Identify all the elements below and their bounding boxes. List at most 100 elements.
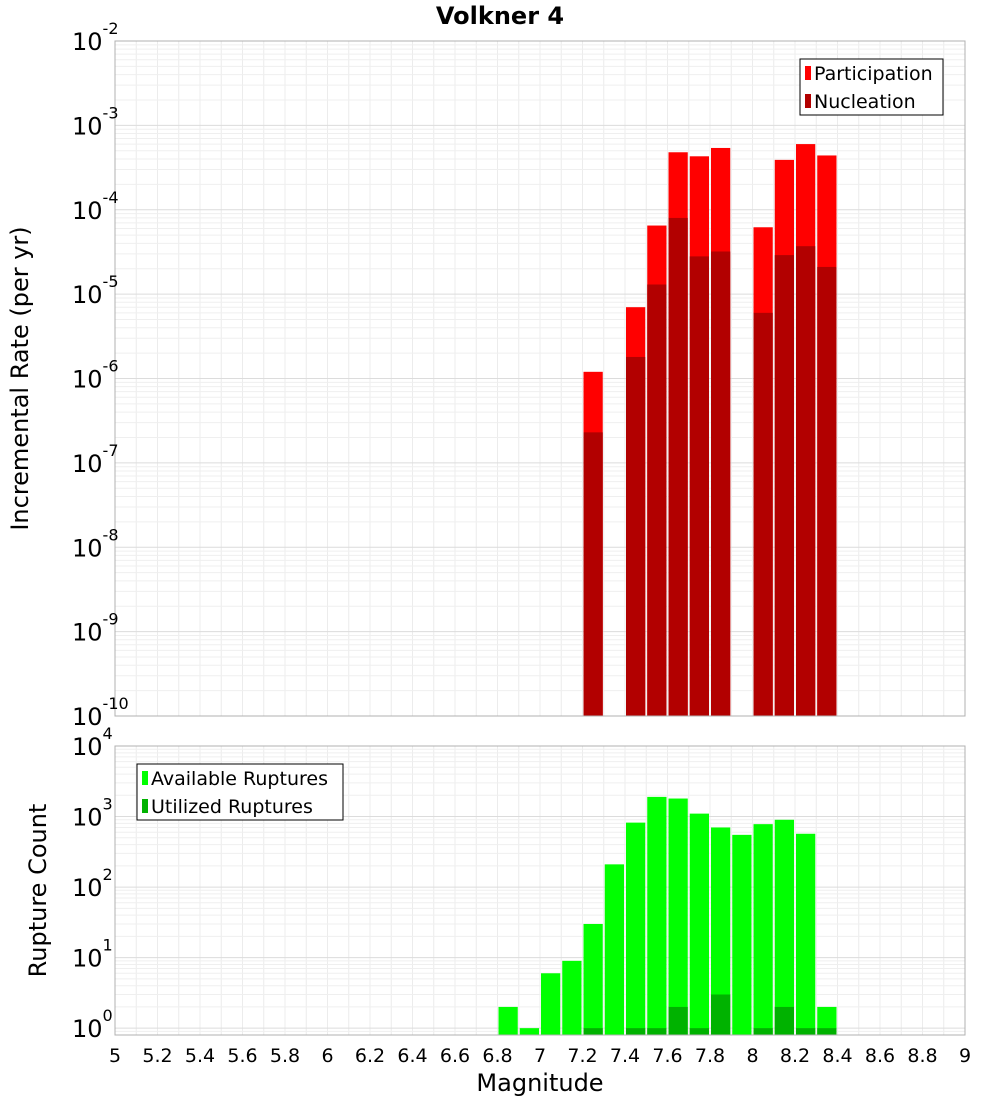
tick-base: 10 [72,366,103,394]
rate-y-tick-label: 10-4 [72,188,119,225]
count-legend-swatch [142,799,148,813]
count-legend-label: Utilized Ruptures [151,796,313,818]
rate-y-tick-label: 10-10 [72,694,129,731]
x-tick-label: 5.4 [185,1045,215,1067]
count-series-1 [583,994,837,1035]
chart-title: Volkner 4 [436,2,564,30]
rate-bar [774,255,794,716]
count-bar [774,819,794,1035]
count-bar [774,1006,794,1035]
count-bar [541,973,561,1035]
x-axis-ticks: 5 5.2 5.4 5.6 5.8 6 6.2 6.4 6.6 6.8 7 7.2 7.4 7.6 7.8 8… [109,1045,971,1067]
tick-base: 10 [72,112,103,140]
count-y-axis-label: Rupture Count [24,804,52,978]
rate-bar [668,217,688,716]
rate-bar [753,312,773,716]
rate-bar [626,356,646,716]
rate-bar [647,284,667,716]
x-tick-label: 8.6 [865,1045,895,1067]
rate-y-tick-label: 10-9 [72,610,119,647]
tick-base: 10 [72,450,103,478]
tick-base: 10 [72,28,103,56]
x-tick-label: 7.6 [652,1045,682,1067]
x-tick-label: 8 [746,1045,758,1067]
count-bar [753,824,773,1035]
rate-legend-label: Participation [814,63,933,85]
rate-legend: Participation Nucleation [799,58,944,116]
rate-plot-border [114,40,966,717]
x-tick-label: 6.2 [355,1045,385,1067]
tick-exponent: -9 [103,610,119,629]
count-y-tick-label: 101 [72,936,113,973]
rate-bar [689,256,709,716]
count-bar [604,864,624,1035]
rate-y-tick-label: 10-5 [72,272,119,309]
tick-exponent: 3 [103,795,113,814]
count-bar [519,1028,539,1035]
tick-base: 10 [72,281,103,309]
rate-grid [114,40,966,717]
rate-y-tick-label: 10-2 [72,19,119,56]
count-y-tick-label: 100 [72,1006,113,1043]
count-legend-swatch [142,771,148,785]
count-y-tick-label: 104 [72,724,113,761]
count-bar [817,1006,837,1035]
x-tick-label: 5.8 [270,1045,300,1067]
x-tick-label: 7.2 [567,1045,597,1067]
rate-y-tick-label: 10-6 [72,357,119,394]
rate-bar [817,266,837,716]
rate-legend-swatch [805,94,811,108]
rate-y-axis-label: Incremental Rate (per yr) [6,226,34,530]
rate-bar [796,246,816,716]
x-tick-label: 6.6 [440,1045,470,1067]
tick-exponent: 0 [103,1006,113,1025]
count-legend-label: Available Ruptures [151,768,328,790]
tick-exponent: -10 [103,694,129,713]
tick-exponent: -3 [103,103,119,122]
rate-y-tick-label: 10-8 [72,525,119,562]
x-tick-label: 7 [534,1045,546,1067]
count-bar [583,1028,603,1035]
tick-base: 10 [72,733,103,761]
x-tick-label: 7.8 [695,1045,725,1067]
x-tick-label: 6.8 [482,1045,512,1067]
rate-legend-swatch [805,66,811,80]
count-legend-box [136,763,344,821]
count-bar [626,1028,646,1035]
tick-base: 10 [72,534,103,562]
x-tick-label: 8.8 [907,1045,937,1067]
count-bar [689,813,709,1035]
rate-y-tick-label: 10-3 [72,103,119,140]
tick-base: 10 [72,703,103,731]
count-bar [498,1006,518,1035]
count-bar [647,1028,667,1035]
count-bar [626,822,646,1035]
tick-exponent: -8 [103,525,119,544]
count-series-0 [498,796,837,1035]
x-tick-label: 6.4 [397,1045,427,1067]
count-bar [796,833,816,1035]
count-bar [562,960,582,1035]
x-tick-label: 6 [321,1045,333,1067]
count-plot-border [114,745,966,1036]
count-bar [668,798,688,1035]
count-bar [668,1006,688,1035]
tick-exponent: 1 [103,936,113,955]
count-bar [711,827,731,1035]
rate-panel: 10-1010-910-810-710-610-510-410-310-2Inc… [6,19,966,731]
tick-base: 10 [72,619,103,647]
count-bar [796,1028,816,1035]
rate-legend-label: Nucleation [814,91,916,113]
x-tick-label: 8.4 [822,1045,852,1067]
x-axis-label: Magnitude [476,1069,603,1097]
tick-base: 10 [72,1015,103,1043]
count-bar [689,1028,709,1035]
count-y-tick-label: 102 [72,865,113,902]
x-tick-label: 5.2 [142,1045,172,1067]
count-bar [711,994,731,1035]
tick-exponent: -7 [103,441,119,460]
